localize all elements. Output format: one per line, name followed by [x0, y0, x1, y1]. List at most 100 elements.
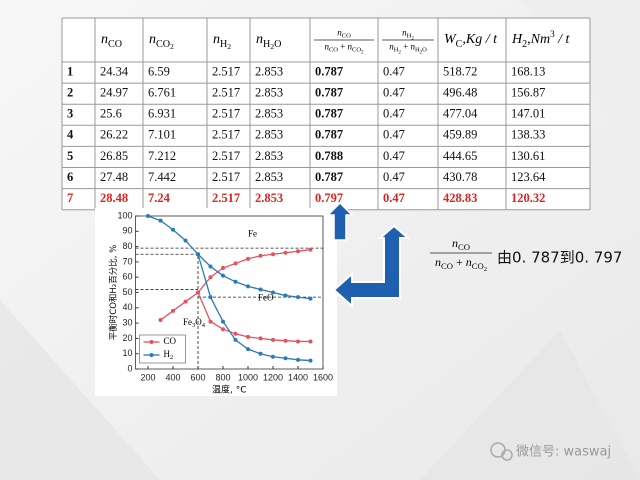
table-cell: 2.853	[255, 191, 283, 205]
point	[208, 264, 213, 269]
table-cell: 5	[67, 149, 73, 163]
rich-text: nCO	[337, 27, 351, 39]
text-part: FeO	[258, 293, 274, 303]
table-cell: 26.85	[100, 149, 128, 163]
text-part: 2	[227, 42, 231, 51]
table-cell: 24.97	[100, 86, 128, 100]
table-bg	[62, 18, 590, 210]
text-part: n	[149, 32, 156, 47]
point	[308, 339, 313, 344]
rich-text: FeO	[258, 293, 274, 303]
table-cell: 7	[67, 191, 73, 205]
text-part: O	[195, 317, 202, 327]
table-cell: 0.797	[315, 191, 343, 205]
legend-label: CO	[164, 336, 177, 346]
text-part: n	[324, 42, 329, 52]
rich-text: nCO + nCO2	[324, 42, 364, 56]
point	[208, 319, 213, 324]
text-part: ,Kg / t	[462, 32, 498, 47]
text-part: 2	[170, 42, 174, 51]
text-part: H	[394, 47, 399, 54]
table-cell: 2.853	[255, 149, 283, 163]
text-part: 2	[270, 42, 274, 51]
table-cell: 7.24	[148, 191, 171, 205]
y-tick-label: 30	[122, 317, 132, 327]
text-part: C	[456, 39, 463, 50]
point	[296, 249, 300, 254]
y-tick-label: 70	[122, 256, 132, 266]
text-part: 2	[361, 50, 364, 55]
point	[308, 247, 313, 252]
point	[308, 358, 313, 363]
table-cell: 6	[67, 170, 73, 184]
table-cell: 2.853	[255, 128, 283, 142]
table-cell: 459.89	[443, 128, 477, 142]
point	[158, 218, 163, 223]
y-tick-label: 0	[127, 363, 132, 373]
y-tick-label: 10	[122, 348, 132, 358]
legend-marker	[149, 340, 154, 344]
point	[258, 336, 263, 341]
legend-box	[139, 334, 186, 364]
text-part: CO	[108, 39, 122, 50]
point	[196, 290, 200, 295]
text-part: 2	[484, 266, 487, 273]
table-cell: 0.787	[315, 64, 343, 78]
x-tick-label: 1400	[288, 372, 308, 382]
table-cell: 7.442	[148, 170, 176, 184]
text-part: n	[213, 32, 220, 47]
text-part: +	[338, 42, 348, 52]
legend-marker	[149, 353, 154, 357]
point	[296, 339, 300, 344]
rich-text: nH2	[402, 27, 414, 41]
table-cell: 0.787	[315, 170, 343, 184]
text-part: CO	[458, 242, 470, 252]
table-cell: 0.47	[383, 128, 405, 142]
text-part: H	[263, 39, 270, 50]
arrow-up	[326, 201, 354, 241]
table-cell: 0.47	[383, 86, 405, 100]
text-part: 2	[522, 39, 527, 50]
table-cell: 0.47	[383, 170, 405, 184]
point	[183, 299, 188, 304]
text-part: n	[452, 236, 458, 250]
table-cell: 130.61	[511, 149, 545, 163]
point	[233, 337, 238, 342]
table-cell: 147.01	[511, 107, 545, 121]
text-part: n	[337, 27, 342, 37]
point	[221, 319, 225, 324]
table-cell: 6.59	[148, 64, 170, 78]
table-cell: 2.517	[212, 191, 240, 205]
series-line	[147, 215, 311, 300]
rich-text: Fe3O4	[183, 317, 206, 329]
table-cell: 4	[67, 128, 74, 142]
text-part: CO	[441, 261, 453, 271]
text-part: H	[407, 32, 412, 39]
point	[246, 284, 250, 289]
point	[183, 238, 188, 243]
point	[233, 261, 238, 266]
table-cell: 28.48	[100, 191, 128, 205]
table-cell: 428.83	[443, 191, 477, 205]
rich-text: nH2	[213, 32, 231, 51]
text-part: 3	[550, 29, 555, 39]
point	[283, 356, 288, 361]
table-cell: 0.47	[383, 191, 405, 205]
text-part: O	[274, 39, 281, 50]
point	[246, 256, 250, 261]
table-cell: 0.47	[383, 107, 405, 121]
text-part: CO	[342, 32, 351, 39]
point	[271, 354, 275, 359]
point	[258, 351, 263, 356]
text-part: CO	[329, 47, 338, 54]
table-cell: 27.48	[100, 170, 128, 184]
point	[246, 347, 250, 352]
wechat-icon	[501, 449, 513, 461]
x-tick-label: 1600	[313, 372, 333, 382]
x-tick-label: 1200	[263, 372, 283, 382]
point	[258, 253, 263, 258]
text-part: 3	[192, 322, 195, 329]
text-part: n	[389, 42, 394, 52]
